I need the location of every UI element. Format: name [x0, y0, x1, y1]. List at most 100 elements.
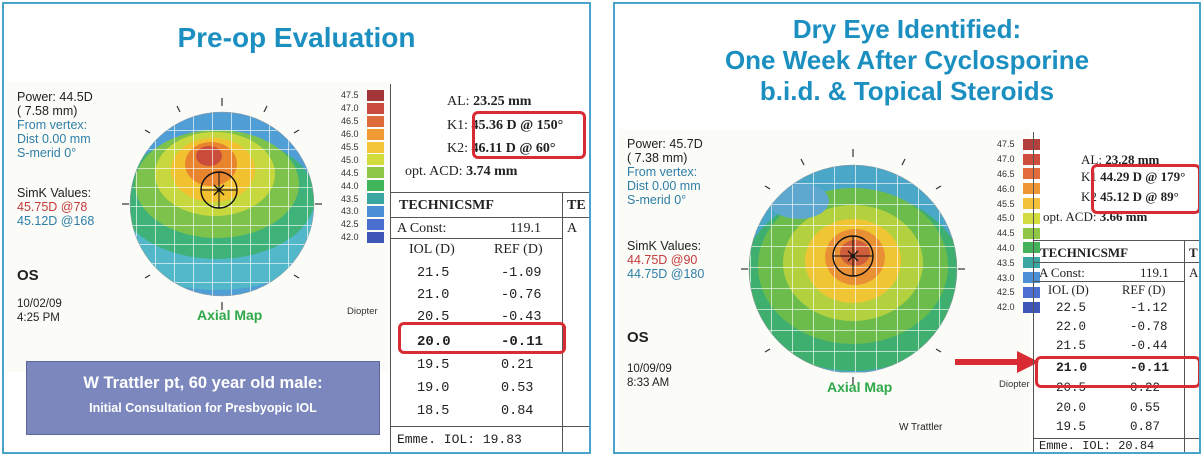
- patient-note: W Trattler pt, 60 year old male: Initial…: [26, 361, 380, 435]
- table-row-iol: 18.5: [417, 404, 450, 419]
- post-treatment-panel: Dry Eye Identified: One Week After Cyclo…: [613, 2, 1201, 454]
- simk-block: SimK Values: 44.75D @90 44.75D @180: [627, 239, 704, 281]
- consultation-reason: Initial Consultation for Presbyopic IOL: [89, 401, 317, 415]
- biometry-block: AL: 23.28 mm K1 44.29 D @ 179° K2 45.12 …: [1035, 144, 1199, 244]
- col-ref: REF (D): [1122, 283, 1166, 297]
- selected-row-ref: -0.11: [1130, 360, 1170, 375]
- arrow-icon: [955, 351, 1039, 373]
- lens-model: TECHNICSMF: [399, 198, 494, 213]
- simk-block: SimK Values: 45.75D @78 45.12D @168: [17, 186, 94, 228]
- scan-date: 10/09/09: [627, 363, 672, 375]
- title-line-2: One Week After Cyclosporine: [724, 45, 1090, 75]
- acd-value: 3.74 mm: [466, 164, 518, 179]
- table-row-iol: 20.5: [1056, 381, 1087, 395]
- a-const-label: A Const:: [1039, 265, 1085, 280]
- axial-map-label: Axial Map: [827, 379, 893, 395]
- vertex-label: From vertex:: [627, 165, 698, 179]
- dist-text: Dist 0.00 mm: [627, 179, 701, 193]
- a-const-truncated: A: [567, 221, 578, 236]
- simk-title: SimK Values:: [627, 239, 702, 253]
- emmetropic-iol: Emme. IOL: 20.84: [1039, 439, 1155, 453]
- col-ref: REF (D): [494, 242, 543, 257]
- k2-value: 46.11 D @ 60°: [471, 141, 556, 156]
- axial-map-label: Axial Map: [197, 307, 263, 323]
- simk-value-2: 45.12D @168: [17, 214, 95, 228]
- simk-title: SimK Values:: [17, 186, 92, 200]
- simk-value-1: 44.75D @90: [627, 253, 698, 267]
- table-row-ref: 0.53: [501, 381, 534, 396]
- k1-value: 45.36 D @ 150°: [471, 118, 564, 133]
- table-row-ref: 0.55: [1130, 401, 1161, 415]
- radius-text: ( 7.58 mm): [17, 104, 78, 118]
- signer-name: W Trattler: [899, 422, 943, 433]
- selected-row-iol: 21.0: [1056, 360, 1088, 375]
- dist-text: Dist 0.00 mm: [17, 132, 91, 146]
- table-row-ref: 0.84: [501, 404, 534, 419]
- table-row-ref: 0.22: [1130, 381, 1161, 395]
- table-row-iol: 19.0: [417, 381, 450, 396]
- eye-label: OS: [627, 329, 649, 346]
- a-const-value: 119.1: [510, 221, 541, 236]
- iol-table: TECHNICSMF T A Const: 119.1 A IOL (D) RE…: [1034, 240, 1199, 453]
- acd-label: opt. ACD:: [405, 164, 463, 179]
- title-line-3: b.i.d. & Topical Steroids: [759, 76, 1055, 106]
- selected-row-iol: 20.0: [417, 334, 451, 350]
- selected-iol-highlight: [398, 322, 566, 354]
- table-row-iol: 20.0: [1056, 401, 1087, 415]
- table-row-iol: 19.5: [1056, 420, 1087, 434]
- power-text: Power: 44.5D: [17, 90, 93, 104]
- table-row-iol: 20.5: [417, 310, 450, 325]
- vertex-label: From vertex:: [17, 118, 88, 132]
- keratometry-highlight: [472, 111, 586, 159]
- title-line-1: Dry Eye Identified:: [792, 14, 1022, 44]
- k1-label: K1:: [447, 118, 468, 133]
- scan-time: 8:33 AM: [627, 377, 670, 389]
- timestamp: 10/09/09 8:33 AM: [627, 362, 672, 390]
- k2-value: 45.12 D @ 89°: [1100, 189, 1179, 204]
- lens-model: TECHNICSMF: [1040, 245, 1129, 260]
- timestamp: 10/02/09 4:25 PM: [17, 297, 62, 325]
- panel-title: Dry Eye Identified: One Week After Cyclo…: [615, 14, 1199, 107]
- simk-value-1: 45.75D @78: [17, 200, 88, 214]
- table-row-ref: 0.21: [501, 358, 534, 373]
- patient-summary: W Trattler pt, 60 year old male:: [83, 374, 323, 392]
- col-iol: IOL (D): [409, 242, 455, 257]
- al-value: 23.25 mm: [473, 94, 532, 109]
- k2-label: K2:: [447, 141, 468, 156]
- biometry-block: AL: 23.25 mm K1: 45.36 D @ 150° K2: 46.1…: [396, 86, 589, 186]
- topography-scan: Power: 45.7D ( 7.38 mm) From vertex: Dis…: [619, 129, 1040, 449]
- panel-title: Pre-op Evaluation: [177, 22, 416, 53]
- table-row-iol: 21.5: [417, 266, 450, 281]
- divider: [1033, 132, 1034, 452]
- scan-time: 4:25 PM: [17, 312, 60, 324]
- axial-map: [122, 98, 322, 310]
- al-label: AL:: [1081, 152, 1102, 167]
- table-row-ref: -1.12: [1130, 301, 1168, 315]
- simk-value-2: 44.75D @180: [627, 267, 705, 281]
- table-row-iol: 22.0: [1056, 320, 1087, 334]
- divider: [390, 84, 391, 452]
- axial-map: [741, 149, 965, 385]
- lens-model-truncated: T: [1189, 245, 1198, 260]
- topography-scan: Power: 44.5D ( 7.58 mm) From vertex: Dis…: [7, 82, 390, 372]
- diopter-label: Diopter: [999, 379, 1030, 390]
- emmetropic-iol: Emme. IOL: 19.83: [397, 432, 522, 447]
- selected-iol-highlight: [1035, 356, 1199, 388]
- keratometry-highlight: [1091, 164, 1199, 214]
- table-row-ref: -0.78: [1130, 320, 1168, 334]
- diopter-label: Diopter: [347, 306, 378, 317]
- eye-label: OS: [17, 267, 39, 284]
- selected-row-ref: -0.11: [501, 334, 544, 350]
- table-row-ref: -0.44: [1130, 339, 1168, 353]
- power-block: Power: 45.7D ( 7.38 mm) From vertex: Dis…: [627, 137, 703, 207]
- a-const-value: 119.1: [1140, 265, 1169, 280]
- table-row-ref: -0.76: [501, 288, 542, 303]
- col-iol: IOL (D): [1048, 283, 1089, 297]
- table-row-ref: 0.87: [1130, 420, 1161, 434]
- al-value: 23.28 mm: [1105, 152, 1160, 167]
- power-text: Power: 45.7D: [627, 137, 703, 151]
- table-row-ref: -1.09: [501, 266, 542, 281]
- table-row-iol: 21.0: [417, 288, 450, 303]
- a-const-label: A Const:: [397, 221, 447, 236]
- power-block: Power: 44.5D ( 7.58 mm) From vertex: Dis…: [17, 90, 93, 160]
